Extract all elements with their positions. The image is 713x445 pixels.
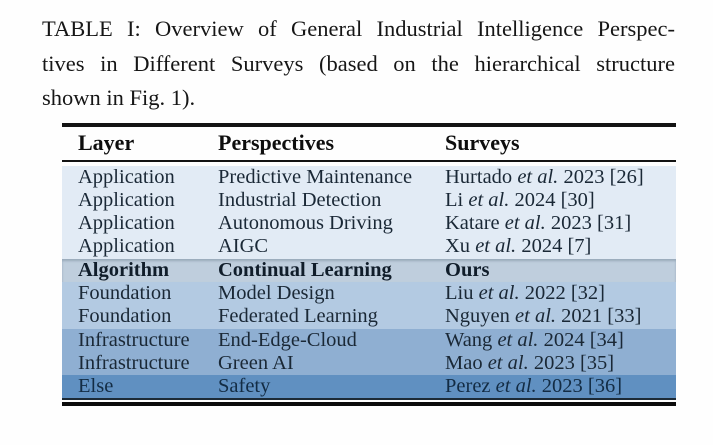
survey-citation-text: Li	[445, 188, 469, 211]
survey-citation-text: Perez	[445, 375, 496, 398]
perspective-cell: End-Edge-Cloud	[218, 328, 357, 351]
table-body: Application Predictive Maintenance Hurtado…	[62, 165, 676, 399]
survey-citation-text: 2022 [32]	[519, 281, 605, 304]
survey-cell: Liu et al. 2022 [32]	[445, 282, 676, 305]
survey-citation-text: 2021 [33]	[556, 305, 642, 328]
survey-citation-text: Katare	[445, 212, 505, 235]
perspective-cell: Safety	[218, 375, 271, 398]
column-header-surveys: Surveys	[445, 130, 520, 155]
table-row-infrastructure: Infrastructure End-Edge-Cloud Wang et al. …	[62, 328, 676, 352]
table-row-algorithm: Algorithm Continual Learning Ours	[62, 258, 676, 282]
survey-cell: Perez et al. 2023 [36]	[445, 375, 676, 398]
survey-cell: Xu et al. 2024 [7]	[445, 235, 676, 258]
survey-cell: Wang et al. 2024 [34]	[445, 329, 676, 352]
caption-line: TABLE I: Overview of General Industrial …	[42, 16, 675, 41]
survey-citation-text: 2023 [26]	[558, 165, 644, 188]
perspective-cell: Model Design	[218, 281, 335, 304]
table-row-foundation: Foundation Model Design Liu et al. 2022 [3…	[62, 281, 676, 306]
survey-citation-text: 2024 [7]	[516, 235, 592, 258]
table-row-foundation: Foundation Federated Learning Nguyen et al…	[62, 305, 676, 329]
survey-etal-text: et al.	[475, 235, 517, 258]
perspective-cell: Green AI	[218, 351, 294, 374]
survey-etal-text: et al.	[468, 188, 510, 211]
survey-etal-text: et al.	[495, 375, 537, 398]
column-header-perspectives: Perspectives	[218, 130, 335, 155]
survey-overview-table: Layer Perspectives Surveys Application Pr…	[62, 123, 676, 407]
survey-cell: Hurtado et al. 2023 [26]	[445, 166, 676, 189]
table-row-application: Application Autonomous Driving Katare et a…	[62, 212, 676, 236]
survey-citation-text: 2024 [30]	[509, 188, 595, 211]
survey-citation-text: Liu	[445, 281, 479, 304]
survey-citation-text: Nguyen	[445, 305, 516, 328]
survey-cell: Mao et al. 2023 [35]	[445, 352, 676, 375]
table-top-rule	[62, 123, 676, 127]
survey-cell: Ours	[445, 259, 676, 282]
perspective-cell: AIGC	[218, 235, 269, 258]
layer-cell: Application	[78, 212, 175, 235]
survey-citation-text: 2023 [35]	[528, 351, 615, 374]
survey-citation-text: Ours	[445, 258, 490, 281]
survey-citation-text: Mao	[445, 351, 488, 374]
layer-cell: Else	[78, 375, 114, 398]
perspective-cell: Predictive Maintenance	[218, 165, 413, 188]
survey-citation-text: Wang	[445, 328, 498, 351]
table-row-else: Else Safety Perez et al. 2023 [36]	[62, 375, 676, 399]
survey-cell: Nguyen et al. 2021 [33]	[445, 305, 676, 328]
survey-etal-text: et al.	[478, 281, 520, 304]
layer-cell: Infrastructure	[78, 351, 190, 374]
header-divider-rule	[62, 159, 676, 162]
layer-cell: Foundation	[78, 305, 172, 328]
column-header-layer: Layer	[78, 130, 135, 155]
survey-etal-text: et al.	[515, 305, 557, 328]
layer-cell: Infrastructure	[78, 328, 190, 351]
survey-citation-text: Xu	[445, 235, 476, 258]
survey-etal-text: et al.	[487, 351, 529, 374]
perspective-cell: Autonomous Driving	[218, 212, 393, 235]
table-row-infrastructure: Infrastructure Green AI Mao et al. 2023 [3…	[62, 351, 676, 376]
layer-cell: Application	[78, 188, 175, 211]
caption-line: tives in Different Surveys (based on the…	[42, 50, 675, 76]
perspective-cell: Industrial Detection	[218, 188, 382, 211]
survey-citation-text: Hurtado	[445, 165, 518, 188]
table-bottom-rule	[62, 402, 676, 407]
layer-cell: Application	[78, 235, 175, 258]
survey-etal-text: et al.	[504, 212, 546, 235]
layer-cell: Algorithm	[78, 258, 170, 281]
table-row-application: Application AIGC Xu et al. 2024 [7]	[62, 235, 676, 259]
perspective-cell: Federated Learning	[218, 305, 378, 328]
survey-cell: Katare et al. 2023 [31]	[445, 212, 676, 235]
survey-etal-text: et al.	[497, 328, 539, 351]
survey-cell: Li et al. 2024 [30]	[445, 189, 676, 212]
survey-citation-text: 2023 [36]	[536, 375, 623, 398]
table-row-application: Application Predictive Maintenance Hurtado…	[62, 165, 676, 189]
table-header-row: Layer Perspectives Surveys	[62, 127, 676, 160]
caption-line: shown in Fig. 1).	[42, 85, 196, 110]
perspective-cell: Continual Learning	[218, 258, 392, 281]
survey-etal-text: et al.	[517, 165, 559, 188]
survey-citation-text: 2023 [31]	[545, 212, 632, 235]
layer-cell: Application	[78, 165, 175, 188]
layer-cell: Foundation	[78, 281, 172, 304]
table-row-application: Application Industrial Detection Li et al.…	[62, 188, 676, 213]
table-caption: TABLE I: Overview of General Industrial …	[42, 12, 675, 116]
table-inner-bottom-rule	[62, 398, 676, 400]
survey-citation-text: 2024 [34]	[538, 328, 624, 351]
